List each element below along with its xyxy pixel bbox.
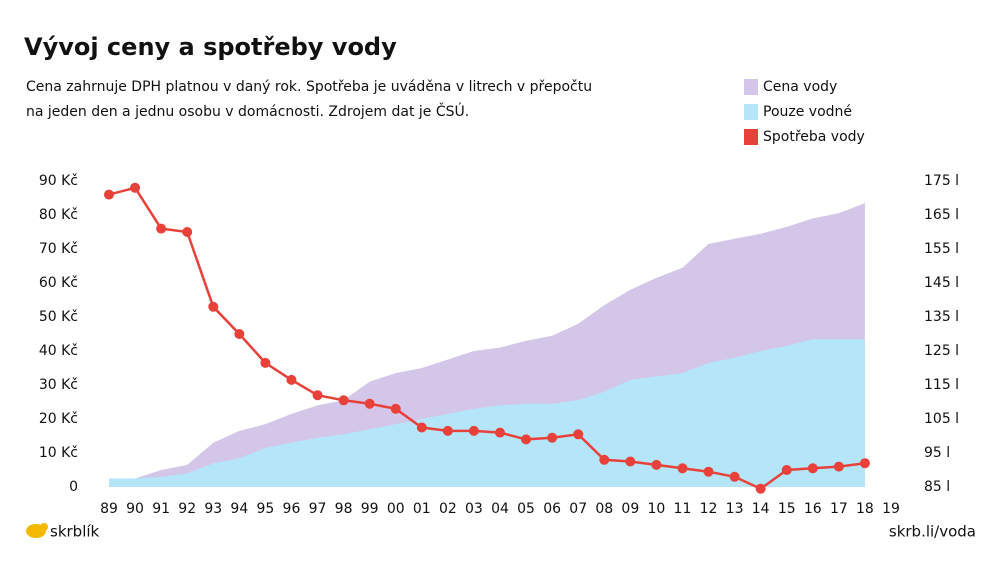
- y2-tick-label: 135 l: [924, 309, 959, 325]
- x-tick-label: 15: [778, 501, 796, 517]
- x-tick-label: 90: [126, 501, 144, 517]
- point: [234, 329, 245, 339]
- x-tick-label: 18: [856, 501, 874, 517]
- point: [468, 425, 479, 436]
- point: [833, 461, 844, 472]
- point: [338, 395, 349, 406]
- y-tick-label: 0: [69, 479, 78, 495]
- subtitle: Cena zahrnuje DPH platnou v daný rok. Sp…: [26, 79, 592, 95]
- point: [208, 301, 219, 312]
- y-tick-label: 70 Kč: [39, 241, 78, 257]
- x-tick-label: 05: [517, 501, 535, 517]
- point: [182, 227, 193, 237]
- point: [755, 483, 766, 494]
- x-tick-label: 94: [230, 501, 248, 517]
- point: [781, 465, 792, 475]
- y-tick-label: 30 Kč: [39, 377, 78, 393]
- y-tick-label: 50 Kč: [39, 309, 78, 325]
- legend-swatch: [744, 104, 758, 120]
- source-link: skrb.li/voda: [889, 523, 976, 541]
- logo: [26, 523, 48, 538]
- point: [104, 189, 114, 200]
- x-tick-label: 92: [178, 501, 196, 517]
- x-tick-label: 17: [830, 501, 848, 517]
- x-tick-label: 99: [361, 501, 379, 517]
- point: [364, 398, 375, 409]
- y2-tick-label: 105 l: [924, 411, 959, 427]
- point: [521, 434, 532, 445]
- x-tick-label: 11: [674, 501, 692, 517]
- y-tick-label: 80 Kč: [39, 207, 78, 223]
- x-tick-label: 14: [752, 501, 770, 517]
- y2-tick-label: 145 l: [924, 275, 959, 291]
- y2-tick-label: 95 l: [924, 445, 950, 461]
- brand: skrblík: [50, 523, 100, 541]
- legend-swatch: [744, 79, 758, 95]
- y2-tick-label: 165 l: [924, 207, 959, 223]
- x-tick-label: 19: [882, 501, 900, 517]
- x-tick-label: 89: [100, 501, 118, 517]
- x-tick-label: 98: [335, 501, 353, 517]
- point: [859, 458, 870, 469]
- subtitle: na jeden den a jednu osobu v domácnosti.…: [26, 102, 469, 120]
- point: [130, 182, 141, 193]
- x-tick-label: 91: [152, 501, 170, 517]
- x-tick-label: 10: [647, 501, 665, 517]
- point: [416, 422, 427, 433]
- point: [729, 471, 740, 482]
- x-tick-label: 97: [309, 501, 327, 517]
- point: [599, 454, 610, 465]
- point: [573, 429, 584, 440]
- x-tick-label: 04: [491, 501, 509, 517]
- point: [547, 432, 558, 443]
- y-tick-label: 60 Kč: [39, 275, 78, 291]
- y2-tick-label: 175 l: [924, 173, 959, 189]
- point: [625, 456, 636, 467]
- y-tick-label: 10 Kč: [39, 445, 78, 461]
- area: [109, 339, 865, 487]
- legend-label: Pouze vodné: [763, 104, 852, 120]
- x-tick-label: 95: [256, 501, 274, 517]
- x-tick-label: 00: [387, 501, 405, 517]
- point: [286, 374, 297, 385]
- x-tick-label: 08: [595, 501, 613, 517]
- y2-tick-label: 125 l: [924, 343, 959, 359]
- x-tick-label: 07: [569, 501, 587, 517]
- y2-tick-label: 85 l: [924, 479, 950, 495]
- point: [390, 403, 401, 414]
- point: [651, 459, 662, 470]
- point: [807, 463, 818, 474]
- legend-swatch: [744, 129, 758, 145]
- x-tick-label: 13: [726, 501, 744, 517]
- x-tick-label: 02: [439, 501, 457, 517]
- legend-label: Spotřeba vody: [763, 129, 865, 145]
- y-tick-label: 90 Kč: [39, 173, 78, 189]
- x-tick-label: 16: [804, 501, 822, 517]
- point: [703, 466, 714, 477]
- y2-tick-label: 115 l: [924, 377, 959, 393]
- x-tick-label: 93: [204, 501, 222, 517]
- x-tick-label: 06: [543, 501, 561, 517]
- y2-tick-label: 155 l: [924, 241, 959, 257]
- x-tick-label: 09: [621, 501, 639, 517]
- point: [442, 425, 453, 436]
- x-tick-label: 03: [465, 501, 483, 517]
- y-tick-label: 40 Kč: [39, 343, 78, 359]
- x-tick-label: 12: [700, 501, 718, 517]
- chart-title: Vývoj ceny a spotřeby vody: [24, 33, 397, 61]
- x-tick-label: 96: [283, 501, 301, 517]
- point: [677, 463, 688, 474]
- y-tick-label: 20 Kč: [39, 411, 78, 427]
- point: [156, 223, 167, 234]
- point: [495, 427, 505, 438]
- point: [312, 390, 323, 401]
- point: [260, 357, 271, 368]
- x-tick-label: 01: [413, 501, 431, 517]
- legend-label: Cena vody: [763, 79, 837, 95]
